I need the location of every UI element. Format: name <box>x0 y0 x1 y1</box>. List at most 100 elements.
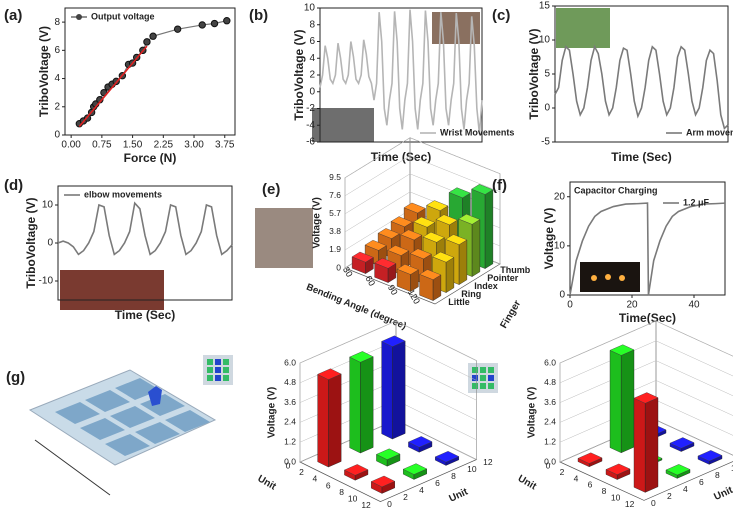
bar-face <box>432 251 455 263</box>
x-axis-label: Force (N) <box>124 151 177 165</box>
bar-face <box>458 213 481 225</box>
bar-face <box>484 189 494 269</box>
y-tick-label: 4 <box>54 73 60 84</box>
bar-face <box>317 368 342 380</box>
x-tick-label: 4 <box>312 474 317 484</box>
bar-face <box>665 464 691 476</box>
bar-face <box>419 269 442 280</box>
bar-face <box>633 397 646 493</box>
data-point <box>173 25 182 33</box>
grid-line <box>559 360 733 403</box>
y-tick-label: 4 <box>683 484 688 494</box>
bar-face <box>669 437 695 449</box>
z-tick-label: 1.9 <box>329 244 341 254</box>
bar-face <box>349 356 361 454</box>
x-tick-label: 8 <box>602 486 607 496</box>
y-axis-label: TriboVoltage (V) <box>24 197 38 288</box>
legend-label: Wrist Movements <box>440 127 514 137</box>
x-tick-label: 2 <box>299 467 304 477</box>
x-tick-label: 0 <box>286 460 291 470</box>
bar-face <box>435 214 458 226</box>
series-line <box>569 202 726 296</box>
x-tick-label: 30 <box>341 265 355 279</box>
y-tick-label: -10 <box>39 276 54 287</box>
z-tick-label: 3.6 <box>544 397 556 407</box>
y-tick-label: Ring <box>461 289 481 299</box>
y-tick-label: 20 <box>554 191 566 202</box>
bar <box>317 368 342 468</box>
panel-label: (b) <box>249 7 268 24</box>
series-line <box>554 44 729 130</box>
bar-face <box>577 452 603 464</box>
y-tick-label: 2 <box>54 101 60 112</box>
x-tick-label: 2.25 <box>154 140 174 151</box>
bar-face <box>609 349 622 454</box>
x-tick-label: 1.50 <box>123 140 143 151</box>
data-point <box>223 17 231 25</box>
panel-label: (e) <box>262 181 280 198</box>
bar-face <box>403 202 426 214</box>
x-tick-label: 40 <box>688 300 700 311</box>
bar-face <box>374 257 397 269</box>
bar-face <box>387 245 410 256</box>
bar <box>633 392 659 493</box>
z-tick-label: 4.8 <box>284 377 296 387</box>
z-tick-label: 3.8 <box>329 226 341 236</box>
bar <box>381 335 406 440</box>
y-tick-label: 2 <box>309 70 315 81</box>
led <box>605 274 611 280</box>
y-tick-label: 10 <box>554 241 566 252</box>
x-tick-label: 2 <box>560 467 565 477</box>
grid-line <box>559 320 733 364</box>
z-tick-label: 0.0 <box>284 456 296 466</box>
grid-icon <box>203 355 498 393</box>
device-illustration <box>28 369 217 496</box>
bar <box>349 351 374 454</box>
bar-face <box>409 248 432 260</box>
series-line <box>57 201 233 256</box>
y-tick-label: 8 <box>451 471 456 481</box>
led <box>619 275 625 281</box>
y-tick-label: Little <box>448 297 470 307</box>
bar <box>697 450 723 465</box>
x-tick-label: 10 <box>348 493 358 503</box>
bar-face <box>407 436 433 448</box>
bar-face <box>349 351 374 363</box>
z-tick-label: 5.7 <box>329 208 341 218</box>
bar-face <box>633 392 659 404</box>
bar-face <box>458 239 468 285</box>
x-axis-label: Unit <box>255 473 278 493</box>
bar-face <box>381 335 406 347</box>
photo-inset <box>255 208 313 268</box>
z-axis-label: Voltage (V) <box>312 197 323 248</box>
y-tick-label: -2 <box>306 103 315 114</box>
z-tick-label: 7.6 <box>329 190 341 200</box>
grid-line <box>344 137 501 178</box>
y-tick-label: 10 <box>467 464 477 474</box>
y-tick-label: 0 <box>387 499 392 509</box>
x-tick-label: 0.00 <box>61 140 81 151</box>
x-tick-label: 3.00 <box>184 140 204 151</box>
grid-line <box>559 340 733 384</box>
photo-inset <box>312 108 374 142</box>
data-point <box>210 19 219 28</box>
bar-face <box>609 344 635 356</box>
bar-face <box>381 341 393 440</box>
y-tick-label: 0 <box>651 498 656 508</box>
x-tick-label: 6 <box>588 480 593 490</box>
bar-face <box>375 448 401 460</box>
y-tick-label: 0 <box>559 290 565 301</box>
y-tick-label: -6 <box>306 137 315 148</box>
plot-frame <box>569 181 726 296</box>
y-axis-label: Finger <box>498 298 523 330</box>
legend-label: Arm movements <box>686 127 733 137</box>
bar <box>669 437 695 452</box>
y-axis-label: TriboVoltage (V) <box>292 29 306 120</box>
bar <box>609 344 635 454</box>
x-axis-label: Time (Sec) <box>371 150 431 164</box>
bar <box>370 475 396 494</box>
z-tick-label: 0.0 <box>544 456 556 466</box>
x-tick-label: 6 <box>326 480 331 490</box>
y-tick-label: Pointer <box>487 273 519 283</box>
